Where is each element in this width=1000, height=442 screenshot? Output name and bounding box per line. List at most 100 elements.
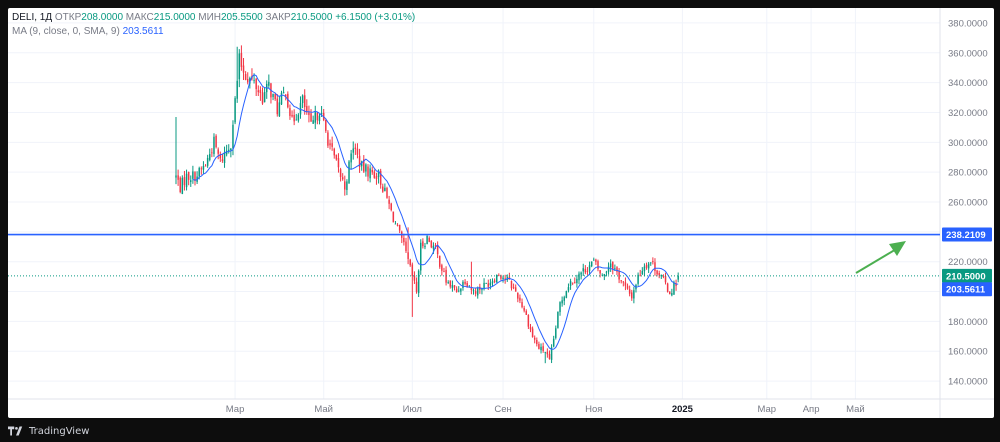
candle-body[interactable] bbox=[673, 282, 675, 295]
candle-body[interactable] bbox=[386, 188, 388, 198]
candle-body[interactable] bbox=[605, 271, 608, 273]
candle-body[interactable] bbox=[187, 172, 190, 180]
candle-body[interactable] bbox=[569, 281, 572, 286]
candle-body[interactable] bbox=[223, 152, 226, 163]
candle-body[interactable] bbox=[316, 112, 319, 121]
candle-body[interactable] bbox=[339, 169, 342, 177]
candle-body[interactable] bbox=[439, 255, 441, 267]
candle-body[interactable] bbox=[179, 177, 181, 193]
candle-body[interactable] bbox=[542, 346, 544, 351]
candle-body[interactable] bbox=[523, 307, 525, 311]
candle-body[interactable] bbox=[424, 245, 426, 248]
candle-body[interactable] bbox=[333, 148, 336, 156]
candle-body[interactable] bbox=[563, 297, 565, 301]
candle-body[interactable] bbox=[567, 287, 570, 291]
candle-body[interactable] bbox=[341, 177, 344, 180]
candle-body[interactable] bbox=[521, 302, 523, 308]
candle-body[interactable] bbox=[662, 275, 665, 277]
candle-body[interactable] bbox=[472, 290, 475, 291]
candle-body[interactable] bbox=[555, 328, 557, 338]
candle-body[interactable] bbox=[464, 281, 466, 284]
candle-body[interactable] bbox=[377, 170, 380, 178]
candle-body[interactable] bbox=[356, 148, 359, 155]
candle-body[interactable] bbox=[559, 302, 561, 313]
candle-body[interactable] bbox=[331, 143, 333, 147]
candle-body[interactable] bbox=[413, 275, 416, 281]
candle-body[interactable] bbox=[525, 311, 528, 315]
candle-body[interactable] bbox=[344, 181, 346, 190]
candle-body[interactable] bbox=[185, 173, 188, 188]
candle-body[interactable] bbox=[548, 353, 551, 359]
candle-body[interactable] bbox=[457, 290, 460, 292]
candle-body[interactable] bbox=[238, 53, 241, 80]
candle-body[interactable] bbox=[346, 181, 348, 190]
candle-body[interactable] bbox=[255, 78, 257, 90]
candle-body[interactable] bbox=[476, 287, 479, 296]
candle-body[interactable] bbox=[202, 166, 205, 170]
candle-body[interactable] bbox=[631, 292, 633, 299]
candle-body[interactable] bbox=[228, 149, 230, 151]
candle-body[interactable] bbox=[664, 276, 667, 283]
candle-body[interactable] bbox=[200, 168, 203, 170]
candle-body[interactable] bbox=[633, 290, 635, 299]
candle-body[interactable] bbox=[373, 171, 376, 178]
candle-body[interactable] bbox=[299, 103, 302, 115]
candle-body[interactable] bbox=[175, 175, 177, 178]
candle-body[interactable] bbox=[536, 339, 538, 345]
candle-body[interactable] bbox=[284, 94, 287, 97]
arrow-annotation-shaft[interactable] bbox=[855, 247, 899, 274]
candle-body[interactable] bbox=[253, 79, 255, 81]
candle-body[interactable] bbox=[593, 259, 595, 261]
candle-body[interactable] bbox=[586, 271, 589, 272]
candle-body[interactable] bbox=[430, 240, 433, 248]
candle-body[interactable] bbox=[263, 92, 266, 103]
candle-body[interactable] bbox=[460, 288, 462, 292]
candle-body[interactable] bbox=[637, 274, 639, 284]
candle-body[interactable] bbox=[455, 288, 458, 292]
candle-body[interactable] bbox=[580, 272, 582, 275]
candle-body[interactable] bbox=[274, 94, 276, 100]
candle-body[interactable] bbox=[325, 119, 327, 131]
candle-body[interactable] bbox=[314, 112, 317, 123]
candle-body[interactable] bbox=[616, 267, 618, 272]
candle-body[interactable] bbox=[358, 155, 361, 167]
candle-body[interactable] bbox=[512, 287, 515, 289]
candle-body[interactable] bbox=[493, 280, 496, 282]
candle-body[interactable] bbox=[502, 277, 504, 280]
candle-body[interactable] bbox=[177, 175, 179, 180]
ma-indicator-label[interactable]: MA (9, close, 0, SMA, 9) bbox=[12, 26, 120, 37]
candle-body[interactable] bbox=[371, 169, 373, 173]
candle-body[interactable] bbox=[327, 132, 329, 146]
candle-body[interactable] bbox=[382, 186, 384, 192]
candle-body[interactable] bbox=[654, 262, 656, 272]
candle-body[interactable] bbox=[409, 259, 411, 266]
candle-body[interactable] bbox=[411, 264, 414, 277]
candle-body[interactable] bbox=[363, 159, 365, 172]
candle-body[interactable] bbox=[219, 154, 222, 159]
candle-body[interactable] bbox=[626, 285, 629, 289]
candle-body[interactable] bbox=[540, 346, 542, 351]
ohlc-legend[interactable]: DELI, 1Д ОТКР208.0000 МАКС215.0000 МИН20… bbox=[12, 12, 415, 23]
candle-body[interactable] bbox=[618, 271, 620, 280]
candle-body[interactable] bbox=[190, 180, 192, 182]
candle-body[interactable] bbox=[527, 315, 530, 327]
candle-body[interactable] bbox=[514, 287, 517, 292]
candle-body[interactable] bbox=[565, 291, 568, 298]
candle-body[interactable] bbox=[470, 287, 473, 290]
candle-body[interactable] bbox=[348, 161, 350, 184]
candle-body[interactable] bbox=[198, 168, 200, 177]
candle-body[interactable] bbox=[388, 199, 390, 204]
candle-body[interactable] bbox=[434, 244, 437, 246]
candle-body[interactable] bbox=[517, 292, 519, 299]
candle-body[interactable] bbox=[641, 270, 644, 275]
candle-body[interactable] bbox=[582, 268, 584, 272]
candle-body[interactable] bbox=[420, 242, 422, 271]
candle-body[interactable] bbox=[529, 326, 532, 330]
candle-body[interactable] bbox=[660, 274, 663, 277]
candle-body[interactable] bbox=[181, 177, 184, 194]
candle-body[interactable] bbox=[485, 282, 487, 284]
candle-body[interactable] bbox=[259, 89, 262, 94]
candle-body[interactable] bbox=[449, 280, 452, 287]
candle-body[interactable] bbox=[394, 223, 397, 225]
candle-body[interactable] bbox=[318, 115, 321, 122]
